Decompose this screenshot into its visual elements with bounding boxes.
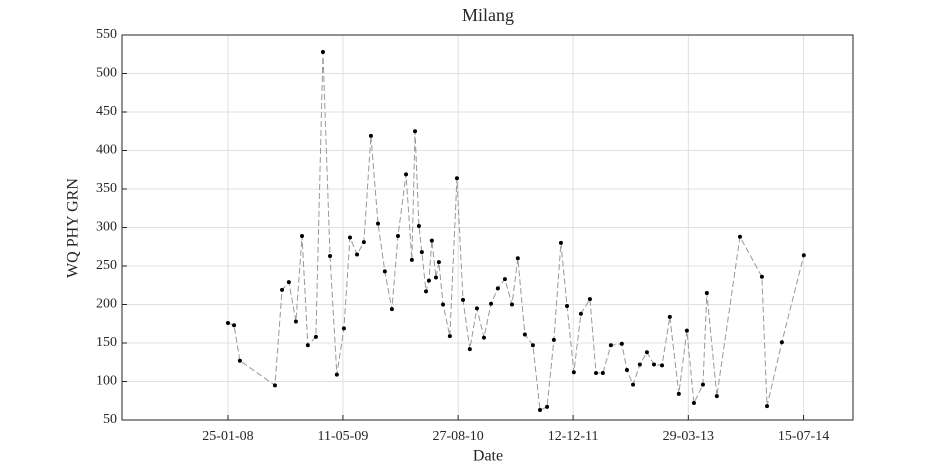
data-point: [489, 301, 494, 306]
data-point: [286, 280, 291, 285]
data-point: [423, 289, 428, 294]
data-point: [651, 362, 656, 367]
chart-title: Milang: [462, 5, 514, 25]
data-point: [509, 302, 514, 307]
data-point: [714, 394, 719, 399]
y-axis-label: WQ PHY GRN: [65, 178, 82, 278]
data-point: [376, 221, 381, 226]
data-point: [704, 290, 709, 295]
data-point: [600, 371, 605, 376]
data-point: [700, 382, 705, 387]
data-point: [759, 274, 764, 279]
data-point: [660, 363, 665, 368]
data-point: [676, 391, 681, 396]
data-point: [461, 297, 466, 302]
y-tick-label: 150: [96, 335, 117, 350]
data-point: [341, 326, 346, 331]
data-point: [447, 334, 452, 339]
x-tick-label: 29-03-13: [663, 429, 714, 444]
data-point: [495, 286, 500, 291]
data-point: [502, 277, 507, 282]
y-tick-label: 50: [103, 412, 117, 427]
data-point: [691, 401, 696, 406]
y-tick-label: 500: [96, 66, 117, 81]
x-axis-label: Date: [473, 448, 503, 465]
data-point: [413, 129, 418, 134]
data-point: [558, 240, 563, 245]
y-tick-label: 200: [96, 297, 117, 312]
y-tick-label: 550: [96, 27, 117, 42]
data-point: [594, 371, 599, 376]
data-point: [293, 319, 298, 324]
y-tick-label: 300: [96, 220, 117, 235]
data-point: [404, 172, 409, 177]
data-point: [578, 311, 583, 316]
data-point: [328, 253, 333, 258]
data-point: [426, 278, 431, 283]
data-point: [624, 367, 629, 372]
data-point: [368, 133, 373, 138]
data-point: [454, 176, 459, 181]
x-tick-label: 15-07-14: [778, 429, 829, 444]
data-point: [551, 337, 556, 342]
y-tick-label: 100: [96, 374, 117, 389]
data-point: [530, 343, 535, 348]
data-point: [765, 404, 770, 409]
y-tick-label: 250: [96, 258, 117, 273]
data-point: [779, 340, 784, 345]
data-point: [667, 314, 672, 319]
data-point: [515, 256, 520, 261]
data-point: [433, 275, 438, 280]
data-point: [334, 372, 339, 377]
x-tick-label: 25-01-08: [202, 429, 253, 444]
data-point: [347, 235, 352, 240]
data-point: [637, 362, 642, 367]
data-point: [416, 223, 421, 228]
plot-frame: [121, 34, 854, 421]
data-point: [389, 307, 394, 312]
data-point: [545, 404, 550, 409]
data-point: [429, 238, 434, 243]
data-point: [361, 240, 366, 245]
data-point: [382, 269, 387, 274]
data-point: [395, 233, 400, 238]
data-point: [737, 234, 742, 239]
data-point: [280, 287, 285, 292]
data-point: [419, 250, 424, 255]
data-point: [619, 341, 624, 346]
data-point: [300, 233, 305, 238]
data-point: [522, 332, 527, 337]
data-point: [631, 382, 636, 387]
data-point: [436, 260, 441, 265]
data-point: [237, 358, 242, 363]
data-point: [481, 335, 486, 340]
data-point: [644, 350, 649, 355]
data-point: [467, 347, 472, 352]
y-tick-label: 450: [96, 104, 117, 119]
data-point: [305, 343, 310, 348]
data-point: [571, 370, 576, 375]
data-point: [608, 343, 613, 348]
data-point: [565, 304, 570, 309]
y-tick-label: 400: [96, 143, 117, 158]
data-point: [474, 306, 479, 311]
data-point: [225, 320, 230, 325]
data-point: [320, 49, 325, 54]
data-point: [232, 323, 237, 328]
y-tick-label: 350: [96, 181, 117, 196]
x-tick-label: 11-05-09: [318, 429, 369, 444]
data-line: [227, 51, 805, 411]
data-point: [409, 257, 414, 262]
data-point: [684, 328, 689, 333]
data-point: [441, 302, 446, 307]
data-point: [313, 334, 318, 339]
data-point: [355, 252, 360, 257]
x-tick-label: 12-12-11: [548, 429, 599, 444]
data-point: [801, 253, 806, 258]
data-point: [587, 297, 592, 302]
data-point: [272, 383, 277, 388]
data-point: [537, 407, 542, 412]
x-tick-label: 27-08-10: [432, 429, 483, 444]
